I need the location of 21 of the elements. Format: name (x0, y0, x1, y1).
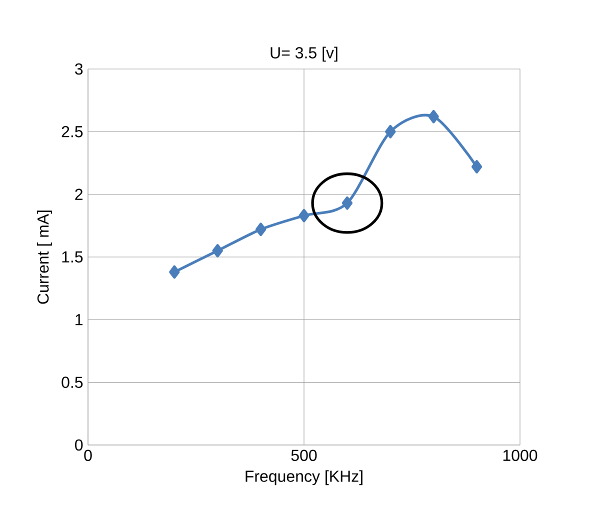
y-tick-label: 2.5 (62, 126, 83, 138)
y-tick-label: 0.5 (62, 376, 83, 388)
point (169, 265, 180, 279)
y-tick-label: 2 (75, 188, 82, 200)
point (385, 124, 396, 138)
point (342, 196, 353, 210)
y-tick-label: 0 (75, 439, 83, 451)
point (212, 244, 223, 258)
y-axis-title: Current [ mA] (36, 210, 52, 304)
x-tick-label: 500 (291, 450, 317, 462)
point (255, 222, 266, 236)
x-tick-label: 0 (84, 450, 92, 462)
y-tick-label: 1.5 (62, 251, 83, 263)
x-tick-label: 1000 (503, 450, 538, 462)
point (428, 110, 439, 124)
point (471, 160, 482, 174)
point (298, 208, 310, 222)
y-tick-label: 1 (76, 314, 83, 326)
x-axis-title: Frequency [KHz] (246, 470, 362, 486)
chart-title: U= 3.5 [v] (270, 46, 338, 62)
y-tick-label: 3 (75, 63, 83, 75)
